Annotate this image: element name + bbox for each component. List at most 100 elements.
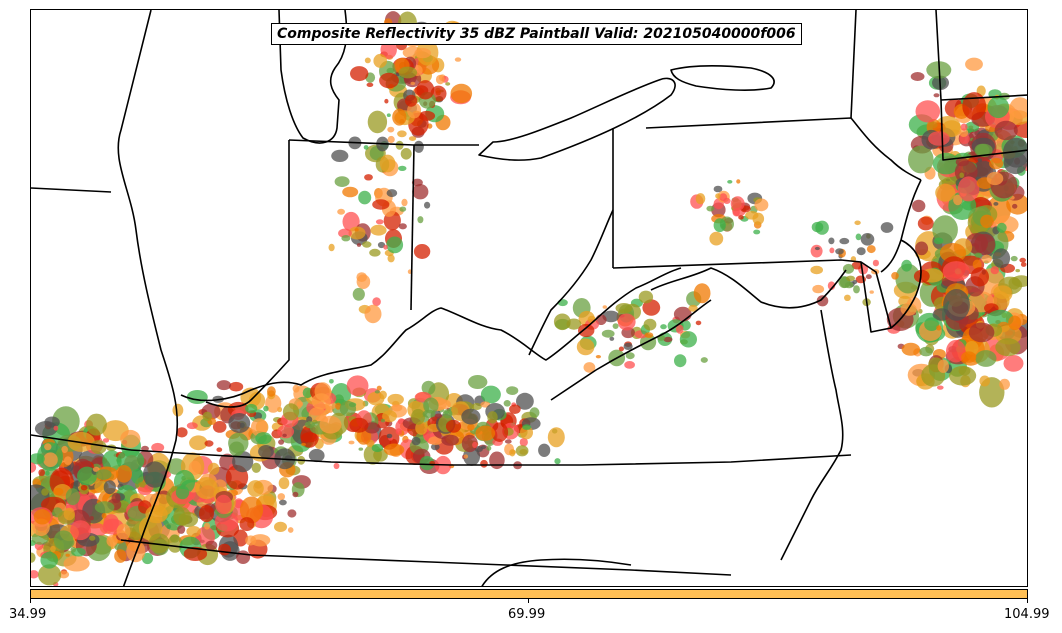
paintball-blob [142,461,167,488]
paintball-blob [387,126,395,133]
paintball-blob [423,397,439,414]
paintball-blob [730,196,745,211]
paintball-blob [917,216,934,231]
paintball-blob [445,419,462,433]
paintball-blob [278,439,285,445]
paintball-blob [472,441,478,448]
paintball-blob [379,154,396,173]
paintball-blob [450,83,473,104]
paintball-blob [215,494,232,515]
paintball-blob [865,274,872,280]
paintball-blob [995,320,1001,324]
paintball-blob [910,72,925,81]
paintball-blob [401,198,408,207]
paintball-blob [924,317,939,332]
state-boundaries-layer [31,10,1027,586]
paintball-blob [304,421,315,429]
paintball-blob [844,294,851,301]
paintball-blob [601,329,615,338]
paintball-blob [204,440,214,447]
paintball-blob [736,179,741,184]
paintball-blob [933,237,944,245]
wisconsin-illinois-border [31,187,112,193]
paintball-blob [80,484,88,491]
paintball-blob [993,285,1012,300]
paintball-blob [204,522,210,530]
paintball-blob [693,283,711,304]
indiana-ohio-border [410,144,415,311]
paintball-blob [538,443,551,457]
paintball-blob [417,216,424,224]
paintball-blob [387,393,404,406]
paintball-blob [45,470,50,476]
paintball-blob [228,413,251,433]
paintball-blob [370,224,387,236]
paintball-blob [412,184,429,200]
tennessee-south-border [120,539,732,576]
paintball-blob [941,120,962,137]
paintball-blob [53,425,59,431]
map-panel: Composite Reflectivity 35 dBZ Paintball … [30,9,1028,587]
paintball-blob [328,243,335,252]
paintball-blob [202,411,213,422]
paintball-blob [989,157,1004,170]
paintball-blob [167,534,183,553]
paintball-blob [116,465,132,483]
paintball-blob [642,299,661,316]
paintball-blob [63,555,90,572]
paintball-blob [367,110,388,134]
paintball-blob [92,466,100,472]
paintball-blob [40,551,58,569]
paintball-blob [688,304,698,312]
paintball-blob [53,530,74,551]
paintball-blob [364,174,373,181]
paintball-blob [371,443,384,453]
paintball-blob [239,517,255,532]
paintball-blob [623,342,633,350]
paintball-blob [399,206,407,212]
paintball-blob [416,80,435,100]
paintball-blob [103,480,116,495]
paintball-blob [529,407,540,418]
paintball-blob [979,375,990,387]
delmarva-outline [860,261,892,333]
paintball-blob [379,72,399,89]
paintball-blob [509,449,516,457]
paintball-blob [937,359,949,373]
colorbar [30,589,1028,599]
paintball-blob [356,274,371,290]
indiana-illinois-border [205,140,290,408]
paintball-blob [489,451,505,470]
paintball-blob [901,342,920,356]
paintball-blob [380,418,385,423]
paintball-blob [176,427,188,438]
paintball-blob [376,385,382,391]
paintball-blob [977,158,982,162]
paintball-blob [342,186,359,198]
paintball-blob [612,323,619,329]
paintball-blob [932,215,958,244]
paintball-blob [251,462,261,473]
paintball-blob [274,521,287,532]
paintball-blob [38,469,45,477]
paintball-blob [277,424,294,439]
paintball-blob [386,236,404,254]
paintball-blob [65,553,70,557]
paintball-blob [335,402,342,410]
paintball-blob [467,423,475,431]
paintball-blob [33,509,51,525]
paintball-blob [116,523,131,540]
paintball-blob [89,535,96,541]
paintball-blob [463,454,469,459]
paintball-blob [218,543,231,556]
paintball-blob [186,422,198,430]
paintball-blob [516,392,534,410]
paintball-blob [212,421,227,433]
paintball-blob [250,534,271,547]
paintball-blob [435,74,445,85]
paintball-blob [981,254,992,264]
paintball-blob [547,427,565,448]
paintball-blob [949,366,977,386]
paintball-blob [827,281,836,291]
map-canvas [31,10,1027,586]
